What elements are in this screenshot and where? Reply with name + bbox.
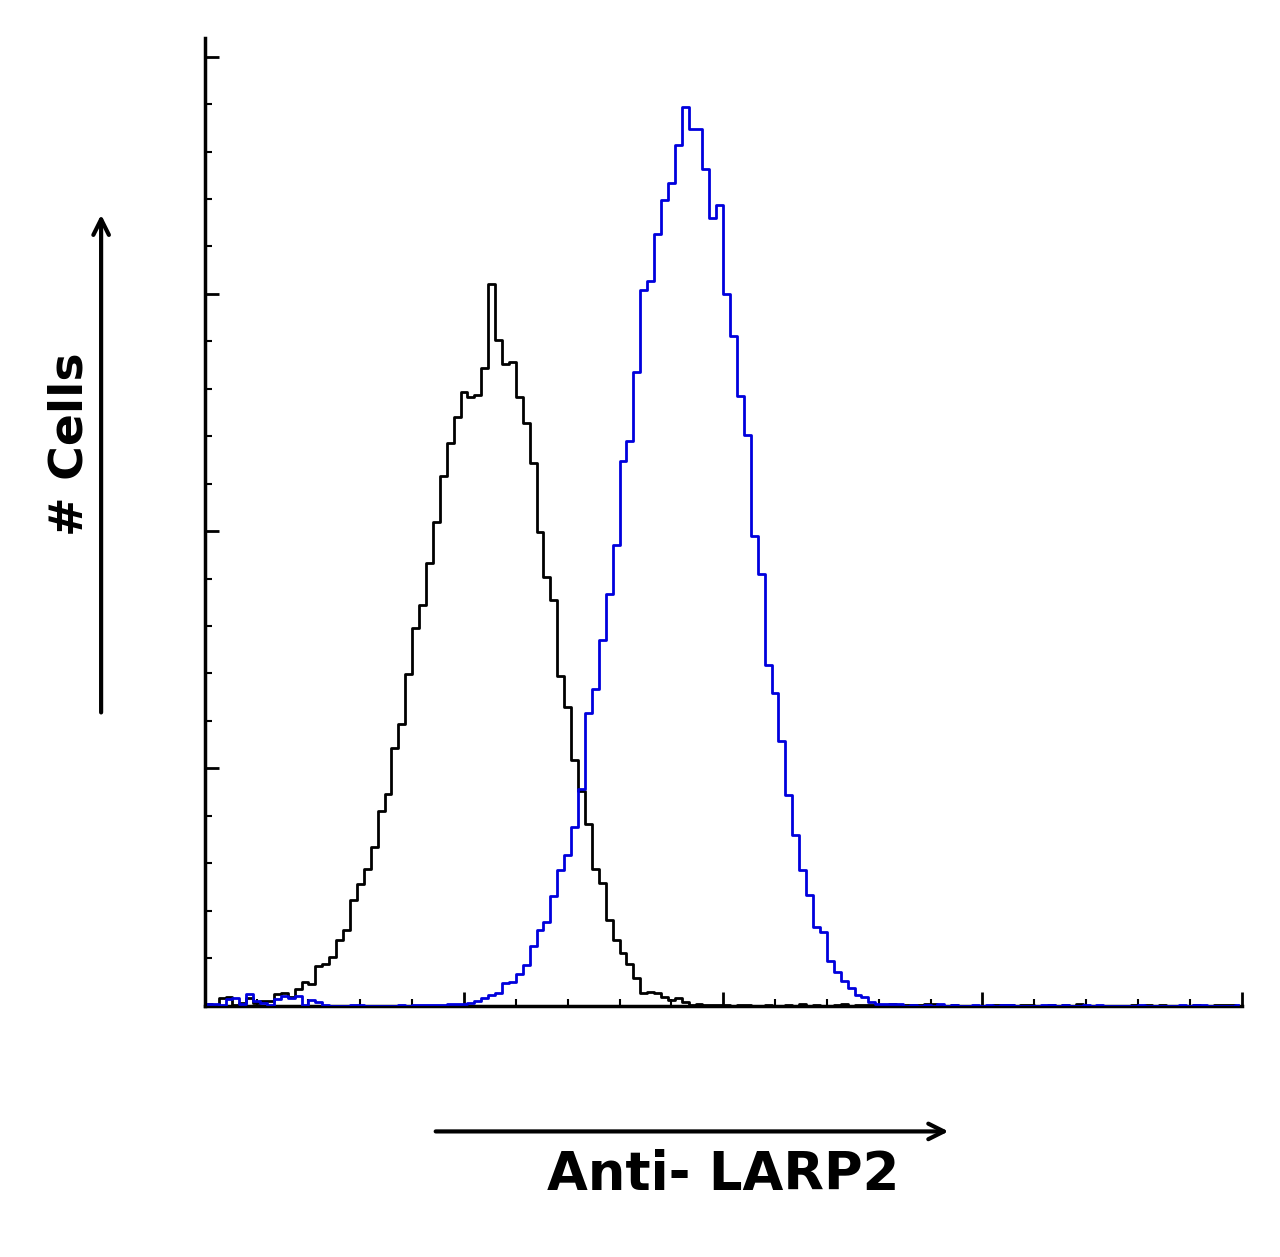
Text: Anti- LARP2: Anti- LARP2 <box>547 1149 900 1200</box>
Text: # Cells: # Cells <box>47 352 92 535</box>
